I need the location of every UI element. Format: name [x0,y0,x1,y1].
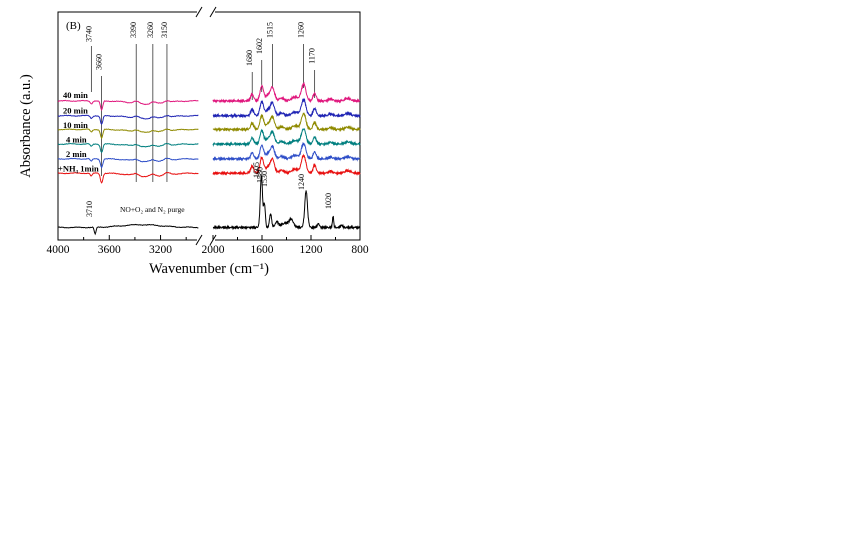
series-label: +NH₃ 1min [58,164,99,174]
peak-label: 3740 [84,26,93,42]
spectrum-curve-2-min [57,141,361,169]
x-tick-label: 1600 [251,244,274,256]
spectrum-curve--nh-1min [57,153,361,184]
peak-label: 3660 [95,54,104,70]
axis-break-slash [195,234,203,246]
x-tick-label: 2000 [202,244,225,256]
peak-label: 1170 [308,48,317,64]
peak-label: 3710 [85,201,94,217]
x-tick-label: 800 [351,244,369,256]
peak-label: 1680 [245,50,254,66]
spectrum-curve-no-o-and-n-purge [58,174,361,236]
axis-break-slash [209,6,217,18]
y-axis-title: Absorbance (a.u.) [18,74,34,178]
series-label: 20 min [63,106,88,116]
spectrum-curve-40-min [57,81,361,112]
peak-label: 1020 [324,193,333,209]
spectrum-curve-20-min [57,97,361,125]
peak-label: 3150 [160,22,169,38]
series-label: 2 min [66,149,87,159]
axis-frame-right [215,11,361,241]
x-tick-label: 1200 [300,244,323,256]
peak-label: 1240 [297,174,306,190]
spectrum-curve-10-min [57,112,361,140]
x-axis-title: Wavenumber (cm⁻¹) [149,261,269,277]
peak-label: 3390 [129,22,138,38]
series-label: 4 min [66,135,87,145]
plot-area: 4000 3600 3200 2000 1600 1200 800 3740 3660 3390 3… [47,6,369,256]
peak-label: 1515 [265,22,274,38]
x-tick-label: 3200 [149,244,172,256]
series-label: 10 min [63,120,88,130]
peak-label: 3260 [146,22,155,38]
peak-label: 1605 [252,162,261,178]
peak-label: 1530 [260,171,269,187]
series-label: NO+O₂ and N₂ purge [120,205,185,214]
spectrum-curve-4-min [57,128,361,154]
x-tick-label: 3600 [98,244,121,256]
panel-label: (B) [66,20,81,32]
x-tick-label: 4000 [47,244,70,256]
peak-label: 1260 [297,22,306,38]
series-label: 40 min [63,90,88,100]
peak-label: 1602 [255,38,264,54]
peak-label: 1580 [256,167,265,183]
axis-break-slash [195,6,203,18]
axis-frame-left [57,11,197,241]
